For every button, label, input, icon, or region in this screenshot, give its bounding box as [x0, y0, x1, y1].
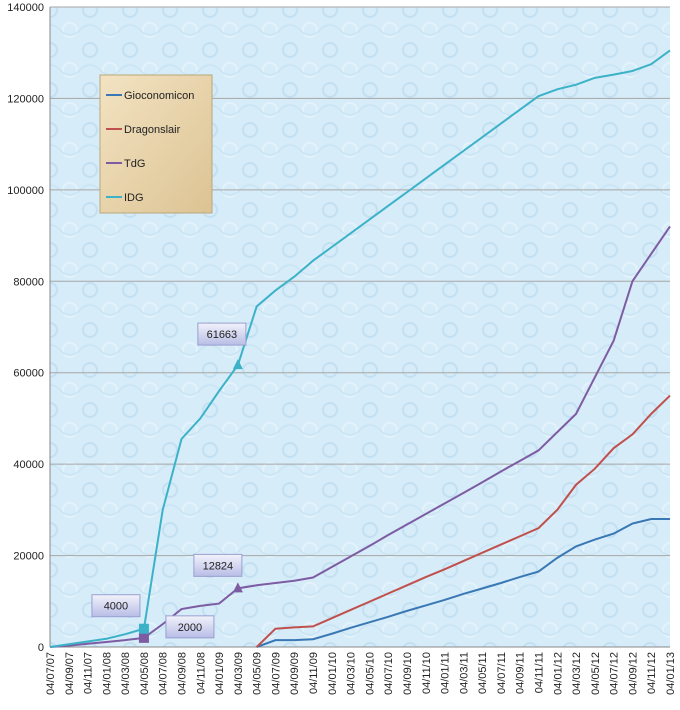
series-line: [49, 225, 671, 648]
x-tick-label: 04/03/08: [120, 652, 132, 695]
legend-label: IDG: [124, 192, 144, 204]
point-marker: [232, 359, 243, 370]
x-tick-label: 04/05/11: [477, 652, 489, 694]
x-tick-label: 04/07/11: [496, 652, 508, 694]
data-label: 61663: [207, 329, 238, 341]
x-tick-label: 04/05/09: [252, 652, 264, 695]
x-tick-label: 04/07/09: [270, 652, 282, 695]
data-label-box: [193, 553, 243, 577]
x-tick-label: 04/09/08: [177, 652, 189, 695]
legend-label: Dragonslair: [124, 124, 181, 136]
data-label-box: [197, 322, 247, 346]
data-label-box: [165, 615, 215, 639]
y-tick-label: 140000: [7, 2, 44, 14]
x-tick-label: 04/11/12: [646, 652, 658, 694]
y-tick-label: 80000: [13, 276, 44, 288]
data-label: 4000: [104, 601, 128, 613]
x-tick-label: 04/03/09: [233, 652, 245, 695]
x-tick-label: 04/11/11: [533, 652, 545, 693]
y-tick-label: 100000: [7, 185, 44, 197]
y-tick-label: 20000: [13, 551, 44, 563]
x-tick-label: 04/01/09: [214, 652, 226, 695]
x-tick-label: 04/11/09: [308, 652, 320, 694]
data-label-box: [91, 594, 141, 618]
x-tick-label: 04/03/11: [458, 652, 470, 694]
x-tick-label: 04/07/07: [45, 652, 57, 695]
y-tick-label: 40000: [13, 459, 44, 471]
y-tick-label: 120000: [7, 93, 44, 105]
x-tick-label: 04/09/10: [402, 652, 414, 695]
x-tick-label: 04/01/13: [665, 652, 677, 695]
x-tick-label: 04/05/08: [139, 652, 151, 695]
data-label: 12824: [203, 560, 234, 572]
x-tick-label: 04/11/07: [83, 652, 95, 694]
series-line: [256, 518, 670, 648]
point-marker: [138, 632, 149, 643]
x-tick-label: 04/05/10: [364, 652, 376, 695]
x-tick-label: 04/09/09: [289, 652, 301, 695]
y-tick-label: 60000: [13, 368, 44, 380]
point-marker: [138, 623, 149, 634]
y-tick-label: 0: [38, 642, 44, 654]
x-tick-label: 04/11/08: [195, 652, 207, 694]
x-tick-label: 04/11/10: [421, 652, 433, 694]
x-tick-label: 04/07/12: [609, 652, 621, 695]
x-tick-label: 04/09/11: [515, 652, 527, 694]
data-label: 2000: [178, 622, 202, 634]
legend-box: [99, 74, 213, 214]
x-tick-label: 04/01/11: [440, 652, 452, 694]
x-tick-label: 04/01/12: [552, 652, 564, 695]
point-marker: [232, 582, 243, 593]
x-tick-label: 04/03/12: [571, 652, 583, 695]
legend-label: TdG: [124, 158, 145, 170]
x-tick-label: 04/09/12: [627, 652, 639, 695]
x-tick-label: 04/01/10: [327, 652, 339, 695]
x-tick-label: 04/05/12: [590, 652, 602, 695]
legend-label: Gioconomicon: [124, 90, 194, 102]
x-tick-label: 04/01/08: [101, 652, 113, 695]
x-tick-label: 04/07/10: [383, 652, 395, 695]
x-tick-label: 04/09/07: [64, 652, 76, 695]
series-line: [255, 394, 671, 648]
series-line: [49, 49, 671, 648]
x-tick-label: 04/03/10: [346, 652, 358, 695]
x-tick-label: 04/07/08: [158, 652, 170, 695]
